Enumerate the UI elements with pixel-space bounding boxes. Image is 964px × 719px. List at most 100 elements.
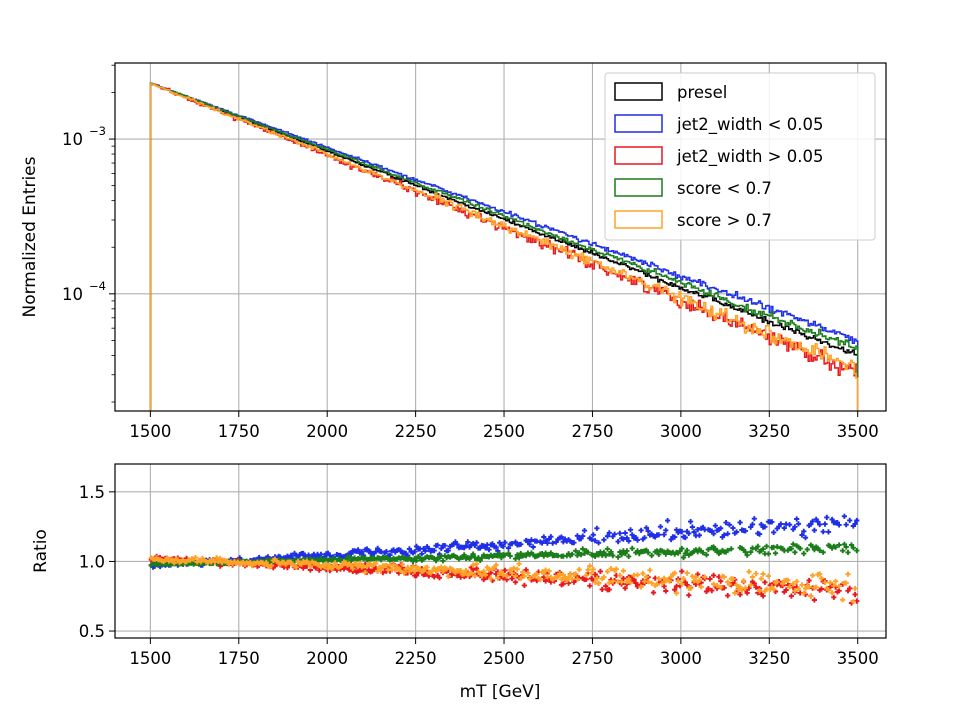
- ratio-point: [463, 543, 469, 549]
- ratio-point: [497, 551, 503, 557]
- ratio-point: [566, 580, 572, 586]
- ratio-point: [703, 588, 710, 595]
- ratio-point: [772, 550, 779, 556]
- ratio-point: [822, 521, 828, 527]
- ratio-series: [148, 513, 860, 606]
- ratio-point: [438, 545, 444, 551]
- ratio-point: [771, 586, 777, 593]
- ratio-point: [323, 561, 329, 567]
- ratio-point: [440, 558, 446, 564]
- ratio-point: [695, 571, 701, 577]
- histogram-series-line: [149, 82, 859, 411]
- ratio-point: [749, 521, 756, 527]
- ratio-point: [718, 584, 724, 590]
- legend-swatch: [614, 146, 663, 165]
- ratio-point: [498, 569, 504, 575]
- ratio-point: [626, 576, 632, 582]
- legend-swatch: [614, 114, 663, 133]
- ratio-point: [688, 585, 694, 591]
- ratio-point: [521, 582, 527, 588]
- ratio-point: [718, 578, 724, 584]
- ratio-point: [801, 551, 807, 557]
- ratio-point: [707, 576, 713, 582]
- x-axis-label: mT [GeV]: [460, 682, 541, 702]
- ratio-point: [509, 575, 515, 582]
- ratio-point: [362, 569, 368, 576]
- ratio-point: [617, 530, 623, 536]
- ratio-point: [771, 529, 777, 535]
- ratio-point: [792, 588, 798, 594]
- ratio-point: [622, 530, 628, 536]
- ratio-point: [714, 582, 720, 589]
- ratio-point: [751, 516, 757, 522]
- ratio-point: [686, 530, 692, 536]
- legend-box: [604, 72, 876, 241]
- ratio-point: [307, 563, 313, 569]
- ratio-point: [626, 538, 632, 544]
- ratio-point: [332, 560, 338, 566]
- ratio-point: [550, 577, 556, 583]
- ratio-point: [647, 567, 653, 573]
- ratio-point: [543, 567, 549, 573]
- ratio-point: [852, 521, 858, 527]
- ratio-point: [527, 576, 533, 582]
- ratio-point: [610, 553, 616, 559]
- ratio-point: [497, 540, 503, 546]
- ratio-point: [689, 524, 695, 530]
- ratio-point: [682, 534, 688, 541]
- ratio-point: [587, 583, 593, 589]
- ratio-point: [596, 540, 602, 546]
- ratio-point: [684, 582, 690, 588]
- ratio-point: [760, 546, 766, 552]
- ratio-point: [560, 581, 566, 587]
- ratio-point: [774, 579, 780, 585]
- ratio-point: [442, 543, 448, 549]
- legend-label: presel: [677, 83, 727, 102]
- ratio-point: [850, 545, 856, 551]
- ratio-y-tick-label: 1.0: [79, 552, 105, 571]
- main-x-tick-label: 2250: [395, 422, 437, 441]
- ratio-point: [824, 514, 830, 520]
- ratio-point: [541, 570, 547, 576]
- ratio-point: [472, 573, 478, 579]
- ratio-point: [649, 580, 655, 586]
- ratio-point: [817, 571, 823, 577]
- ratio-point: [461, 552, 467, 558]
- ratio-point: [406, 546, 412, 552]
- ratio-x-tick-label: 2500: [483, 649, 525, 668]
- ratio-point: [802, 586, 809, 592]
- ratio-point: [795, 586, 802, 592]
- ratio-point: [383, 549, 389, 555]
- ratio-point: [350, 566, 356, 572]
- ratio-point: [555, 574, 561, 580]
- ratio-point: [346, 567, 352, 573]
- ratio-point: [321, 564, 328, 570]
- ratio-point: [627, 580, 634, 586]
- ratio-point: [726, 581, 733, 587]
- ratio-point: [293, 564, 299, 570]
- ratio-point: [654, 581, 660, 587]
- ratio-point: [833, 544, 839, 550]
- ratio-point: [673, 590, 680, 596]
- ratio-point: [840, 597, 846, 603]
- ratio-point: [757, 531, 763, 537]
- ratio-point: [592, 553, 598, 559]
- main-x-tick-label: 3250: [748, 422, 790, 441]
- main-x-tick-label: 3000: [660, 422, 702, 441]
- main-y-tick-label: 10: [62, 130, 83, 149]
- ratio-point: [705, 546, 711, 553]
- ratio-point: [810, 518, 816, 524]
- ratio-point: [606, 530, 612, 536]
- ratio-point: [587, 563, 593, 569]
- ratio-point: [509, 570, 515, 576]
- ratio-point: [470, 567, 476, 573]
- ratio-point: [544, 540, 550, 546]
- main-x-tick-label: 2500: [483, 422, 525, 441]
- ratio-point: [854, 548, 860, 554]
- ratio-point: [624, 535, 630, 541]
- ratio-point: [765, 551, 771, 557]
- ratio-point: [841, 541, 847, 547]
- ratio-point: [398, 547, 404, 553]
- ratio-point: [539, 540, 545, 546]
